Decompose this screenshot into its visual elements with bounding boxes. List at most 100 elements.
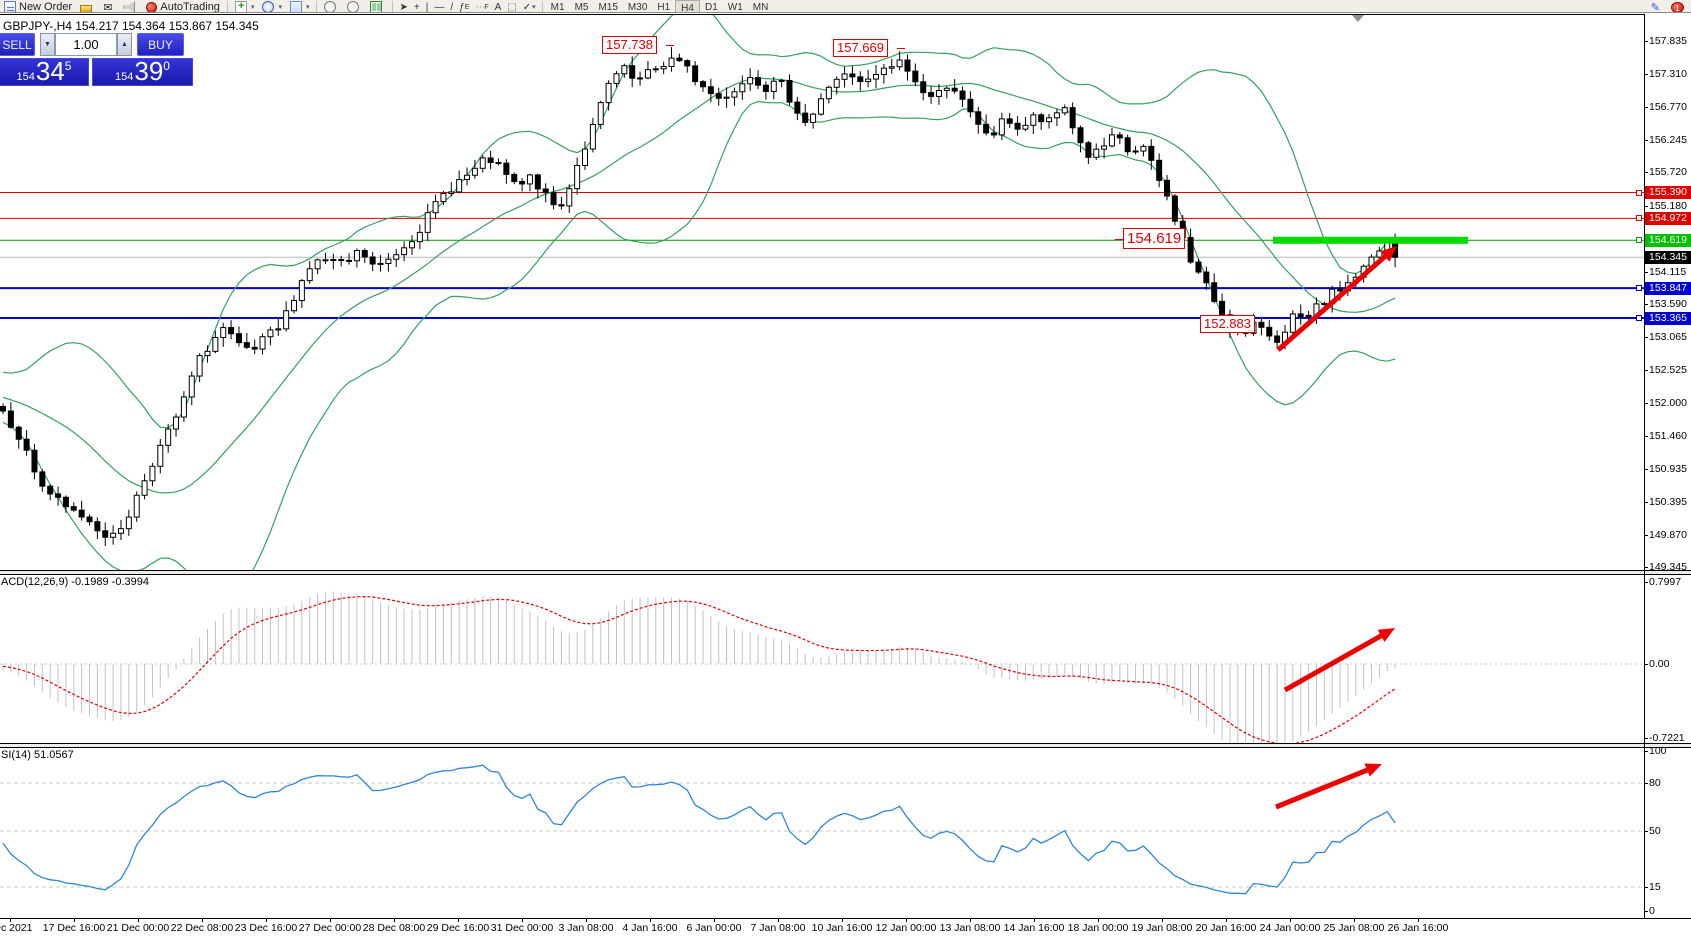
time-axis-tick <box>970 919 971 922</box>
label-tool[interactable]: ⬚ <box>504 0 519 13</box>
line-anchor-square[interactable] <box>1636 237 1642 244</box>
volume-decrease-button[interactable]: ▼ <box>40 33 55 56</box>
clock-icon <box>262 1 275 12</box>
time-axis-tick <box>1418 919 1419 922</box>
time-axis-label: 28 Dec 08:00 <box>362 922 426 934</box>
one-click-trading-panel: SELL ▼ 1.00 ▲ BUY 154 34 5 154 39 0 <box>0 33 193 86</box>
time-axis-label: 17 Dec 16:00 <box>42 922 106 934</box>
timeframe-button-m30[interactable]: M30 <box>627 2 648 13</box>
new-chart-button[interactable]: ▾ <box>231 0 259 12</box>
price-axis-tick <box>1644 370 1648 371</box>
profiles-button[interactable]: ▾ <box>258 0 286 12</box>
time-axis-tick <box>394 919 395 922</box>
chart-title: GBPJPY-,H4 154.217 154.364 153.867 154.3… <box>3 19 259 33</box>
tile-windows-button[interactable] <box>366 0 389 12</box>
cursor-tool[interactable]: ➤ <box>396 0 410 13</box>
toolbar: New Order ✉ AutoTrading ▾ ▾ ▾ ➤ + | — / … <box>0 0 1691 13</box>
volume-increase-button[interactable]: ▲ <box>117 33 132 56</box>
horizontal-line-tool[interactable]: — <box>431 0 447 13</box>
zoom-out-button[interactable] <box>343 0 366 12</box>
price-annotation-152.883[interactable]: 152.883 <box>1200 315 1255 333</box>
new-order-button[interactable]: New Order <box>0 0 76 12</box>
vertical-line-tool[interactable]: | <box>423 0 432 13</box>
chevron-down-icon: ▾ <box>532 4 536 11</box>
chart-shift-marker[interactable] <box>1352 15 1364 22</box>
price-axis-tick <box>1644 436 1648 437</box>
sound-button[interactable] <box>119 0 142 12</box>
buy-button[interactable]: BUY <box>137 33 184 56</box>
sell-button[interactable]: SELL <box>0 33 35 56</box>
price-axis-tick <box>1644 73 1648 75</box>
crosshair-tool[interactable]: + <box>411 0 423 13</box>
price-annotation-157.669[interactable]: 157.669 <box>833 39 888 57</box>
price-axis-label: 152.525 <box>1649 364 1687 376</box>
sell-price-point: 5 <box>64 59 72 73</box>
mailbox-button[interactable]: ✉ <box>99 0 119 12</box>
price-axis-label: 157.310 <box>1649 67 1687 80</box>
pane-separator[interactable] <box>0 570 1691 575</box>
price-axis-tick <box>1644 468 1648 470</box>
shapes-tool[interactable]: ✓ ▾ <box>520 0 539 13</box>
timeframe-button-m5[interactable]: M5 <box>574 2 589 13</box>
shapes-icon: ✓ <box>522 1 532 13</box>
timeframe-button-mn[interactable]: MN <box>752 2 769 13</box>
price-badge-154.619: 154.619 <box>1645 233 1691 247</box>
time-axis-label: 31 Dec 00:00 <box>490 922 554 934</box>
line-anchor-square[interactable] <box>1636 215 1642 222</box>
line-anchor-square[interactable] <box>1636 315 1642 321</box>
chevron-down-icon: ▾ <box>250 4 255 11</box>
timeframe-button-h1[interactable]: H1 <box>657 2 671 13</box>
new-chart-icon <box>234 0 247 12</box>
line-anchor-square[interactable] <box>1636 189 1642 196</box>
sell-price[interactable]: 154 34 5 <box>0 58 89 86</box>
macd-axis-label: 0.00 <box>1649 658 1670 670</box>
buy-price[interactable]: 154 39 0 <box>92 58 193 86</box>
rsi-axis-tick <box>1644 783 1648 784</box>
pane-separator[interactable] <box>0 743 1691 748</box>
timeframe-button-h4[interactable]: H4 <box>675 0 700 12</box>
time-axis-label: 14 Jan 16:00 <box>1003 922 1065 934</box>
price-axis-label: 155.180 <box>1649 199 1687 212</box>
label-icon: ⬚ <box>507 1 517 13</box>
chart-profile-button[interactable]: ▾ <box>286 0 314 12</box>
channel-tool[interactable]: ⋯ F <box>475 1 489 13</box>
macd-indicator-pane[interactable] <box>0 575 1644 743</box>
pen-button[interactable]: ✎ <box>1647 0 1667 12</box>
price-axis-label: 149.345 <box>1649 561 1687 573</box>
price-annotation-154.619[interactable]: 154.619 <box>1123 228 1186 249</box>
text-tool[interactable]: A <box>492 0 505 13</box>
autotrading-icon <box>146 1 158 12</box>
autotrading-button[interactable]: AutoTrading <box>142 0 224 13</box>
time-axis-label: 21 Dec 00:00 <box>106 922 170 934</box>
timeframe-button-m15[interactable]: M15 <box>598 2 618 13</box>
time-axis-tick <box>74 919 75 922</box>
price-axis-tick <box>1644 172 1648 173</box>
timeframe-button-d1[interactable]: D1 <box>704 2 718 13</box>
buy-price-figure: 154 <box>115 71 134 83</box>
timeframe-button-m1[interactable]: M1 <box>550 2 565 13</box>
rsi-axis-tick <box>1644 911 1648 912</box>
price-axis-tick <box>1644 336 1648 338</box>
price-axis-label: 156.770 <box>1649 101 1687 113</box>
time-axis-label: 3 Jan 08:00 <box>558 922 614 934</box>
price-annotation-157.738[interactable]: 157.738 <box>602 36 657 54</box>
price-chart[interactable] <box>0 15 1644 570</box>
time-axis-tick <box>202 919 203 922</box>
time-axis-tick <box>1226 919 1227 922</box>
price-axis-label: 151.460 <box>1649 430 1687 442</box>
notifications-button[interactable]: 1 <box>1667 0 1691 12</box>
line-anchor-square[interactable] <box>1636 285 1642 292</box>
gold-button[interactable] <box>76 0 99 12</box>
tile-windows-icon <box>370 1 383 12</box>
volume-input[interactable]: 1.00 <box>55 33 117 56</box>
annotation-connector <box>666 45 674 46</box>
timeframe-button-w1[interactable]: W1 <box>727 2 743 13</box>
rsi-indicator-pane[interactable] <box>0 748 1644 918</box>
zoom-in-button[interactable] <box>320 0 343 12</box>
trendline-tool[interactable]: / <box>447 0 456 13</box>
autotrading-label: AutoTrading <box>160 1 220 13</box>
new-order-icon <box>4 1 16 12</box>
resistance-zone-segment <box>1273 236 1468 244</box>
